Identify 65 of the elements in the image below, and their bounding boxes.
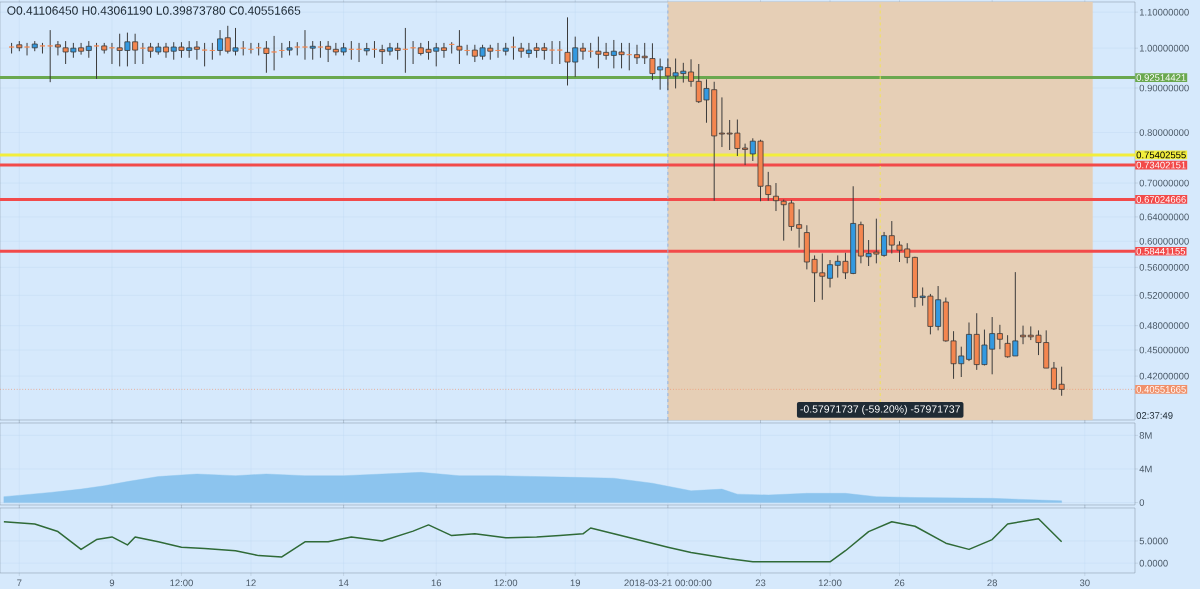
candlestick	[302, 29, 308, 61]
candlestick	[580, 42, 586, 61]
ref-line-label: 0.58441155	[1136, 247, 1186, 255]
candlestick	[549, 40, 556, 65]
ref-line-label: 0.40551665	[1136, 386, 1186, 393]
x-tick-label: 23	[755, 579, 766, 587]
candlestick	[325, 40, 332, 63]
y-tick-label: 0.90000000	[1139, 84, 1189, 92]
x-tick-label: 12:00	[818, 579, 842, 587]
candlestick	[510, 36, 517, 61]
candlestick	[819, 252, 826, 301]
x-tick-label: 12:00	[170, 579, 193, 587]
x-tick-label: 16	[431, 579, 442, 587]
y-tick-label: 0.52000000	[1139, 292, 1189, 299]
band-label: -0.57971737 (-59.20%) -57971737	[800, 405, 960, 415]
candlestick	[193, 40, 200, 61]
candlestick	[634, 44, 640, 65]
ref-line-label: 0.73402151	[1136, 161, 1186, 169]
y-tick-label: 0.80000000	[1139, 129, 1189, 136]
ref-line-label: 0.75402555	[1136, 151, 1186, 159]
candlestick	[217, 29, 224, 56]
y-tick-label: 0.64000000	[1139, 213, 1189, 221]
x-tick-label: 28	[987, 579, 998, 587]
y-tick-label: 0.60000000	[1139, 237, 1189, 245]
y-tick-label: 0	[1139, 499, 1145, 506]
candlestick	[441, 42, 447, 59]
annotation: O0.41106450 H0.43061190 L0.39873780 C0.40551665	[7, 6, 301, 15]
candlestick	[827, 259, 833, 288]
y-tick-label: 0.48000000	[1139, 322, 1189, 329]
ref-line-label: 0.92514421	[1136, 74, 1186, 81]
y-tick-label: 1.00000000	[1139, 44, 1189, 52]
candlestick	[263, 40, 270, 74]
candlestick	[556, 40, 563, 65]
y-tick-label: 0.0000	[1139, 559, 1168, 567]
candlestick	[93, 42, 100, 80]
x-tick-label: 26	[894, 579, 905, 587]
candlestick	[47, 29, 54, 83]
y-tick-label: 4M	[1139, 465, 1152, 473]
candlestick	[201, 42, 208, 67]
x-tick-label: 30	[1079, 579, 1090, 587]
candlestick	[54, 40, 61, 56]
y-tick-label: 0.42000000	[1139, 372, 1189, 380]
candlestick	[163, 42, 169, 59]
x-tick-label: 12	[246, 579, 256, 587]
candlestick	[309, 40, 316, 61]
x-tick-label: 7	[17, 579, 22, 587]
y-tick-label: 0.45000000	[1139, 346, 1189, 354]
x-tick-label: 2018-03-21 00:00:00	[624, 579, 712, 587]
y-tick-label: 8M	[1139, 432, 1152, 439]
x-tick-label: 14	[339, 579, 349, 587]
candlestick	[996, 324, 1003, 350]
candlestick	[641, 42, 648, 65]
y-tick-label: 0.56000000	[1139, 264, 1189, 271]
x-tick-label: 12:00	[494, 579, 518, 587]
candlestick	[379, 44, 386, 65]
ref-line-label: 0.67024666	[1136, 196, 1186, 203]
y-tick-label: 0.70000000	[1139, 179, 1189, 187]
y-tick-label: 5.0000	[1139, 537, 1168, 545]
candlestick	[456, 29, 463, 65]
x-tick-label: 19	[570, 579, 581, 587]
candlestick	[271, 35, 278, 71]
candlestick	[773, 182, 779, 212]
y-tick-label: 1.10000000	[1139, 8, 1189, 16]
x-tick-label: 9	[109, 579, 115, 587]
text: 02:37:49	[1136, 412, 1173, 419]
